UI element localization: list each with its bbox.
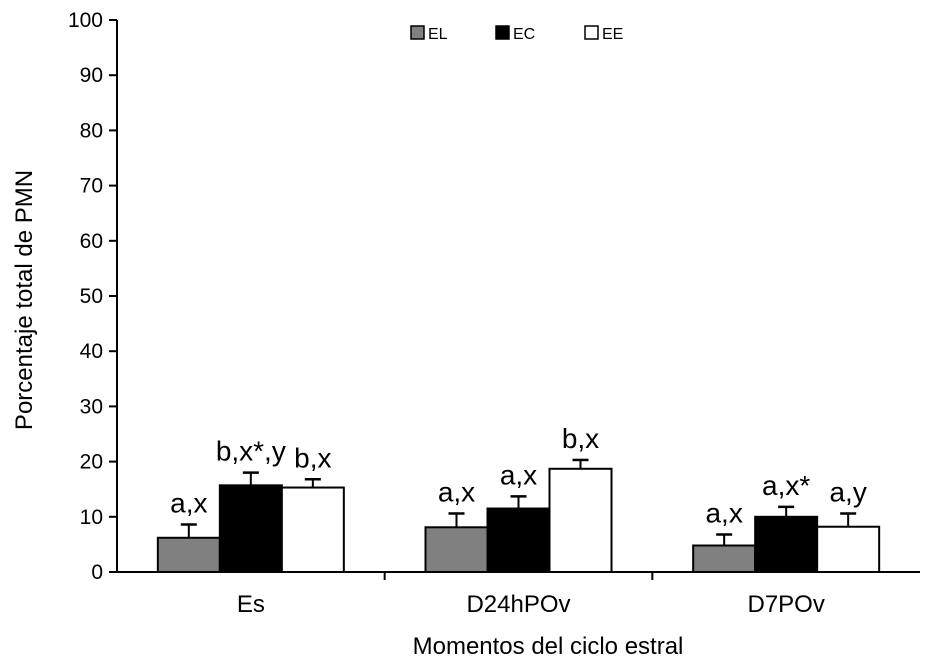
- legend: EL EC EE: [410, 25, 623, 43]
- bar-annotation: a,y: [829, 476, 866, 507]
- legend-label-ec: EC: [513, 26, 535, 43]
- x-axis-title: Momentos del ciclo estral: [413, 633, 684, 660]
- y-tick-label: 10: [80, 506, 103, 529]
- legend-label-ee: EE: [602, 26, 623, 43]
- bar-annotation: a,x: [500, 459, 537, 490]
- axes: 0 10 20 30 40 50 60 70 80 90 100 Es D24hPOv D7POv: [68, 9, 920, 618]
- bar-annotation: a,x: [705, 497, 742, 528]
- legend-swatch-el: [410, 25, 425, 40]
- y-tick-label: 50: [80, 285, 103, 308]
- x-tick-label: D7POv: [747, 591, 824, 618]
- bar-ee: [548, 467, 613, 573]
- y-tick-label: 60: [80, 230, 103, 253]
- bar-annotation: b,x*,y: [216, 436, 286, 467]
- y-tick-label: 30: [80, 395, 103, 418]
- bar-el: [156, 536, 221, 573]
- bar-annotation: b,x: [562, 423, 599, 454]
- legend-swatch-ee: [584, 25, 599, 40]
- x-tick-label: Es: [237, 591, 265, 618]
- bar-annotation: a,x*: [762, 470, 810, 501]
- bar-ec: [218, 484, 283, 573]
- bar-ee: [816, 525, 881, 574]
- bar-ec: [754, 515, 819, 573]
- bar-el: [692, 544, 757, 574]
- y-tick-label: 80: [80, 119, 103, 142]
- y-tick-label: 70: [80, 175, 103, 198]
- x-tick-label: D24hPOv: [466, 591, 570, 618]
- y-tick-label: 100: [68, 9, 103, 32]
- y-axis-title: Porcentaje total de PMN: [11, 170, 38, 430]
- y-tick-label: 0: [91, 561, 103, 584]
- bar-annotation: b,x: [294, 442, 331, 473]
- y-tick-label: 40: [80, 340, 103, 363]
- annotations: a,x b,x*,y b,x a,x a,x b,x a,x a,x* a,y: [170, 423, 867, 529]
- legend-swatch-ec: [495, 25, 510, 40]
- bar-el: [424, 526, 489, 574]
- legend-label-el: EL: [428, 26, 448, 43]
- bar-annotation: a,x: [170, 488, 207, 519]
- bar-ee: [280, 486, 345, 574]
- bar-ec: [486, 507, 551, 573]
- y-tick-label: 20: [80, 451, 103, 474]
- bars: [156, 458, 881, 574]
- y-tick-label: 90: [80, 64, 103, 87]
- bar-annotation: a,x: [438, 476, 475, 507]
